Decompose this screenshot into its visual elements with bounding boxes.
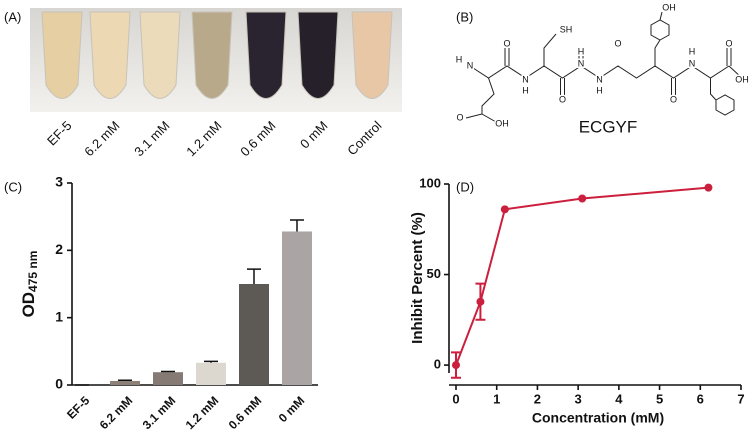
y-axis-label-sub: 475 nm <box>26 251 40 292</box>
atom-label: SH <box>560 24 573 34</box>
x-tick-label: 2 <box>534 391 541 406</box>
panel-label: (A) <box>4 9 21 24</box>
tube <box>41 11 83 99</box>
tube-label: EF-5 <box>44 118 75 149</box>
bar <box>239 284 269 385</box>
atom-label: O <box>456 112 463 122</box>
x-tick-label: 1 <box>493 391 500 406</box>
atom-label: N <box>689 58 696 68</box>
y-tick-label: 3 <box>55 174 63 190</box>
bar <box>196 362 226 385</box>
y-tick-label: 2 <box>55 241 63 257</box>
atom-label: H <box>596 85 603 95</box>
atom-label: OH <box>495 118 509 128</box>
tube <box>245 11 287 99</box>
x-tick-label: 3.1 mM <box>140 393 179 432</box>
x-tick-label: 0.6 mM <box>226 393 265 432</box>
panel-label: (B) <box>456 9 473 24</box>
x-tick-label: EF-5 <box>64 393 93 422</box>
atom-label: N <box>596 74 603 84</box>
tube <box>191 11 233 99</box>
tube <box>139 11 181 99</box>
error-bar <box>247 268 261 284</box>
x-tick-label: 5 <box>656 391 663 406</box>
y-tick-label: 0 <box>55 376 63 392</box>
point <box>476 297 485 306</box>
structure-bonds <box>465 11 743 123</box>
x-tick-label: 7 <box>737 391 744 406</box>
x-tick-label: 0 <box>452 391 459 406</box>
tube <box>351 11 393 99</box>
panel-label: (D) <box>456 179 474 194</box>
error-bar <box>290 219 304 232</box>
structure-name: ECGYF <box>579 117 638 136</box>
y-axis-label: OD475 nm <box>19 251 40 318</box>
atom-label: N <box>467 60 474 70</box>
point <box>500 205 509 214</box>
tube <box>297 11 339 99</box>
tube-label: 0 mM <box>297 118 331 152</box>
atom-label: H <box>578 46 585 56</box>
bar <box>110 380 140 385</box>
atom-label: O <box>725 38 732 48</box>
bar <box>282 231 312 385</box>
x-tick-label: 3 <box>575 391 582 406</box>
error-bar <box>204 360 218 363</box>
y-tick-label: 100 <box>419 175 441 190</box>
x-tick-label: 6 <box>697 391 704 406</box>
point <box>452 361 460 370</box>
tube-label: Control <box>344 118 384 158</box>
bar <box>153 372 183 385</box>
line <box>455 186 709 366</box>
x-tick-label: 1.2 mM <box>183 393 222 432</box>
y-tick-label: 0 <box>434 357 441 372</box>
tube-label: 6.2 mM <box>81 118 122 159</box>
atom-label: O <box>614 38 621 48</box>
y-axis-label: Inhibit Percent (%) <box>409 212 426 344</box>
atom-label: H <box>456 54 463 64</box>
x-axis-label: Concentration (mM) <box>532 410 664 426</box>
atom-label: H <box>522 85 529 95</box>
point <box>578 194 587 203</box>
x-tick-label: 0 mM <box>276 393 308 425</box>
atom-label: O <box>670 94 677 104</box>
atom-label: O <box>559 94 566 104</box>
tube-label: 1.2 mM <box>183 118 224 159</box>
atom-label: OH <box>662 2 676 12</box>
atom-label: H <box>689 46 696 56</box>
y-tick-label: 50 <box>427 266 441 281</box>
atom-label: O <box>503 38 510 48</box>
error-bar <box>118 379 132 382</box>
point <box>704 183 713 192</box>
panel-label: (C) <box>4 179 22 194</box>
tube-label: 3.1 mM <box>131 118 172 159</box>
atom-label: N <box>522 74 529 84</box>
tube-label: 0.6 mM <box>237 118 278 159</box>
error-bar <box>161 370 175 373</box>
y-axis-label-main: OD <box>19 292 38 318</box>
atom-label: N <box>578 58 585 68</box>
atom-label: OH <box>735 74 749 84</box>
x-tick-label: 6.2 mM <box>97 393 136 432</box>
x-tick-label: 4 <box>615 391 623 406</box>
y-tick-label: 1 <box>55 308 63 324</box>
tube <box>89 11 131 99</box>
